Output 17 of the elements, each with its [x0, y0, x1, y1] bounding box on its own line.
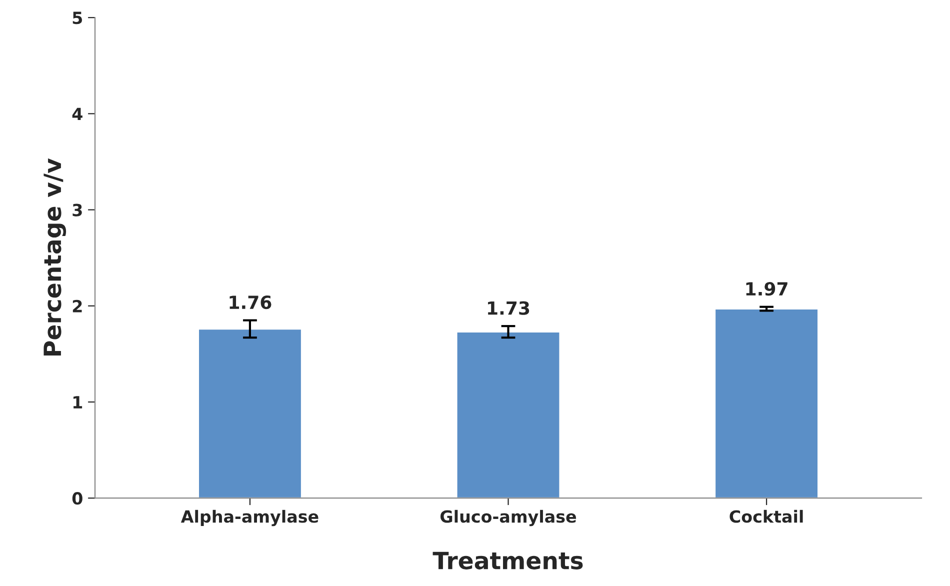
bar: [198, 328, 302, 498]
x-axis-title: Treatments: [432, 552, 583, 570]
bar: [714, 308, 819, 498]
y-tick-label: 2: [72, 300, 82, 312]
y-axis-title: Percentage v/v: [44, 158, 66, 356]
y-tick-label: 1: [73, 396, 82, 408]
y-tick-label: 0: [72, 492, 82, 505]
data-label: 1.97: [746, 282, 788, 296]
y-tick-label: 3: [72, 204, 82, 216]
data-label: 1.76: [230, 295, 272, 310]
bar: [456, 331, 561, 498]
y-tick-label: 4: [72, 108, 82, 120]
x-tick-label: Alpha-amylase: [180, 510, 318, 526]
data-label: 1.73: [488, 301, 530, 315]
y-tick-label: 5: [72, 12, 82, 24]
x-tick-label: Gluco-amylase: [440, 510, 576, 526]
x-tick-label: Cocktail: [730, 510, 803, 523]
